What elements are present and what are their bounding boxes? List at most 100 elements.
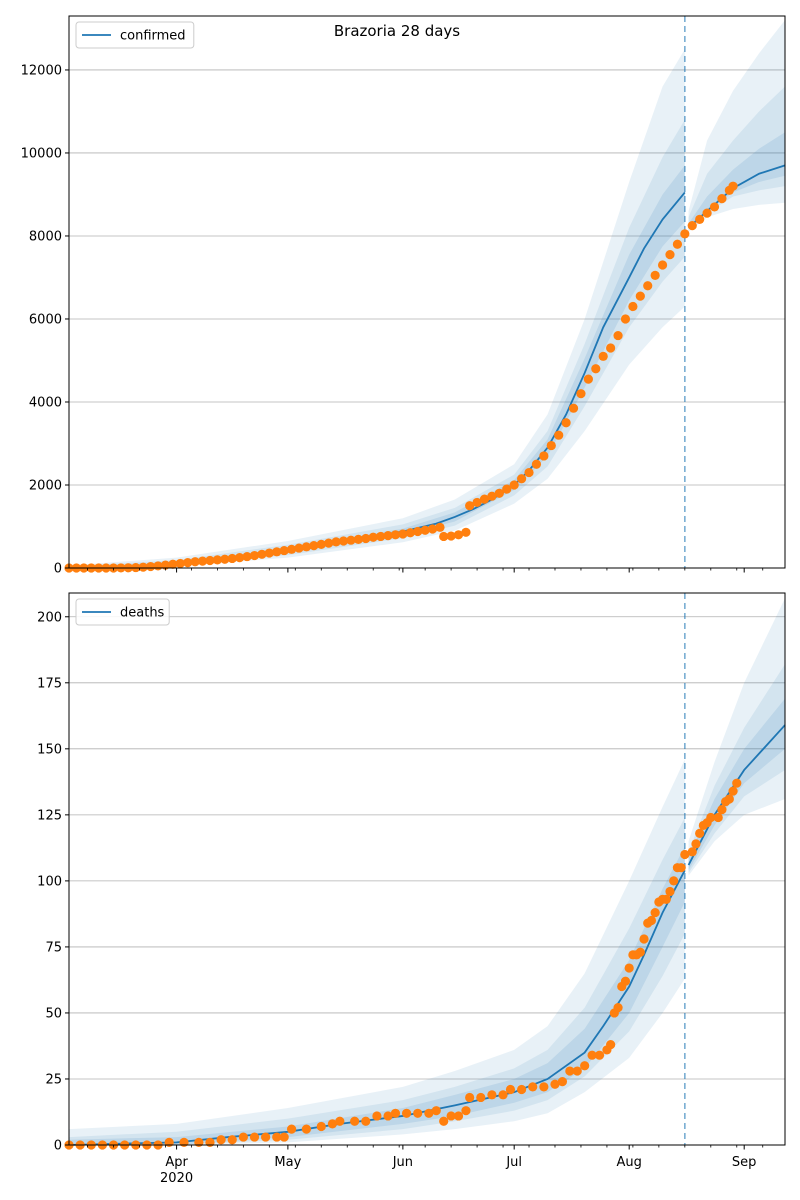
observed-point [669,876,679,886]
observed-point [680,229,690,239]
y-tick-label: 50 [45,1006,62,1021]
observed-point [160,560,171,570]
observed-point [205,1137,215,1147]
observed-point [687,220,697,231]
observed-point [372,1111,382,1121]
observed-point [194,1137,204,1147]
observed-point [502,484,512,494]
observed-point [643,281,653,291]
confidence-band-outer [69,759,685,1145]
x-tick-label: Sep [732,1155,757,1170]
y-tick-label: 6000 [29,312,62,327]
observed-point [479,494,490,504]
observed-point [324,538,334,548]
observed-point [594,1050,605,1060]
observed-point [539,451,549,461]
observed-point [368,532,378,542]
observed-point [613,330,623,341]
observed-point [301,1124,312,1134]
observed-point [572,1066,582,1076]
observed-point [261,1132,271,1142]
observed-point [546,440,556,451]
observed-point [624,963,634,973]
observed-point [405,528,415,538]
observed-point [598,351,608,361]
observed-point [190,557,200,567]
observed-point [676,863,686,873]
observed-point [279,545,289,556]
observed-point [272,547,282,557]
y-tick-label: 12000 [21,63,62,78]
confidence-band-outer [688,598,785,876]
observed-point [286,544,297,554]
observed-point [227,553,237,564]
observed-point [220,554,230,564]
y-tick-label: 75 [45,940,62,955]
observed-point [557,1077,568,1087]
observed-point [279,1132,289,1142]
observed-point [568,403,579,413]
confidence-band-outer [688,20,785,232]
observed-point [620,314,631,324]
observed-point [413,526,423,537]
observed-point [212,555,222,565]
observed-point [294,543,304,553]
observed-point [398,529,408,539]
y-tick-label: 25 [45,1072,62,1087]
observed-point [550,1079,560,1089]
observed-point [628,301,638,312]
legend-label: confirmed [120,29,186,44]
confidence-band-mid [69,119,685,568]
observed-point [390,530,401,540]
plot-frame [68,15,786,569]
observed-point [695,828,705,838]
observed-point [728,181,738,191]
observed-point [439,1116,449,1126]
observed-point [613,1003,623,1013]
observed-point [361,533,371,544]
y-tick-label: 0 [54,562,62,577]
legend-box [75,598,170,626]
observed-point [331,537,341,547]
observed-point [446,1111,456,1121]
x-tick-label: Aug [616,1155,641,1170]
y-tick-label: 200 [37,610,62,625]
observed-point [264,548,274,558]
observed-point [561,418,571,428]
legend-box [75,21,195,49]
observed-point [702,208,712,218]
observed-point [301,542,312,552]
x-tick-label: Apr [165,1155,188,1170]
observed-point [453,530,464,540]
observed-point [728,786,738,796]
observed-point [168,559,178,569]
observed-point [175,558,185,569]
observed-point [680,849,690,860]
observed-point [353,534,363,544]
observed-point [665,250,675,260]
observed-point [687,847,697,857]
observed-point [242,551,252,562]
observed-point [435,522,445,532]
observed-point [164,1137,174,1147]
chart-title: Brazoria 28 days [334,22,460,40]
observed-point [427,524,438,534]
observed-point [691,839,701,849]
observed-point [576,389,586,399]
observed-point [706,812,716,823]
y-tick-label: 8000 [29,229,62,244]
confidence-band-outer [69,49,685,569]
observed-point [235,553,245,563]
observed-point [665,886,675,897]
y-tick-label: 10000 [21,146,62,161]
observed-point [646,915,657,926]
observed-point [650,270,660,280]
x-tick-label: Jun [392,1155,413,1170]
observed-point [528,1082,538,1092]
confirmed-panel: 0 2000 4000 6000 8000 10000 12000 confirmed [21,15,786,577]
observed-point [517,474,527,484]
observed-point [583,374,593,384]
observed-point [183,558,193,568]
observed-point [238,1132,248,1142]
observed-point [249,1132,260,1142]
